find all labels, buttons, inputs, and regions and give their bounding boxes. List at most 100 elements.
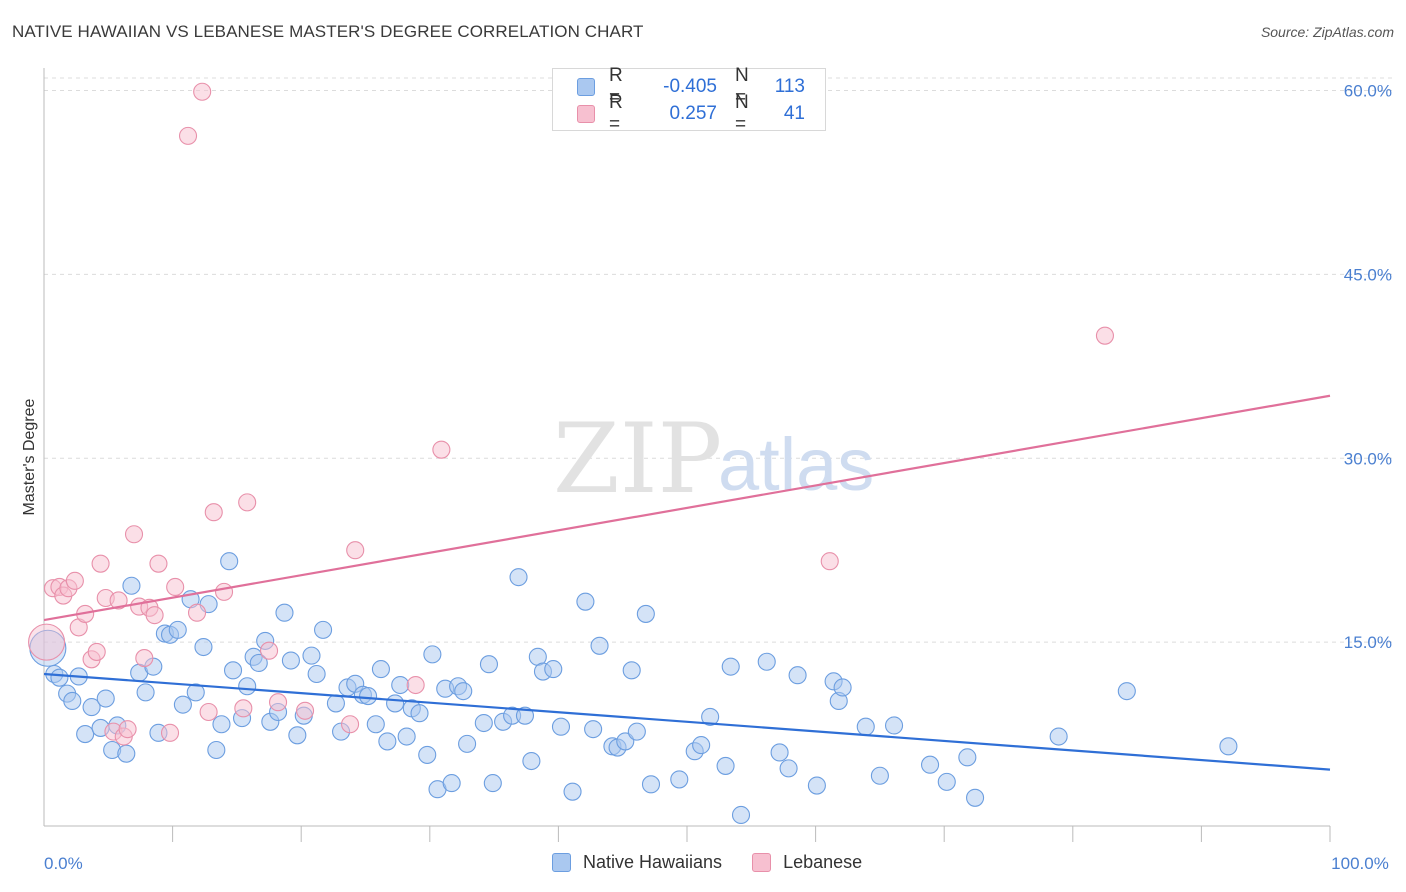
watermark-zip: ZIP bbox=[553, 403, 722, 515]
data-point bbox=[1095, 326, 1114, 345]
data-point bbox=[479, 655, 499, 674]
data-point bbox=[921, 755, 940, 774]
data-point bbox=[249, 653, 268, 673]
data-point bbox=[807, 776, 826, 795]
data-point bbox=[193, 82, 212, 101]
data-point bbox=[731, 805, 751, 825]
data-point bbox=[359, 687, 378, 706]
data-point bbox=[186, 683, 205, 702]
axes bbox=[43, 68, 1331, 842]
r-value: -0.405 bbox=[663, 76, 717, 97]
data-point bbox=[779, 759, 798, 778]
data-point bbox=[757, 652, 776, 671]
axis-ticks: 15.0% 30.0% 45.0% 60.0% 0.0% 100.0% bbox=[44, 82, 1392, 873]
data-point bbox=[616, 732, 635, 751]
data-point bbox=[91, 554, 110, 573]
data-point bbox=[551, 717, 571, 736]
data-point bbox=[136, 683, 155, 702]
n-value: 41 bbox=[783, 103, 805, 124]
data-point bbox=[442, 774, 461, 793]
data-point bbox=[563, 782, 582, 801]
data-point bbox=[788, 666, 807, 685]
legend-row-native-hawaiians: R = -0.405 N = 113 bbox=[577, 65, 805, 108]
y-axis-label: Master's Degree bbox=[21, 398, 38, 515]
data-point bbox=[166, 577, 185, 597]
data-point bbox=[135, 649, 154, 668]
data-point bbox=[641, 775, 661, 794]
data-point bbox=[458, 734, 477, 753]
data-point bbox=[118, 720, 137, 739]
data-point bbox=[966, 788, 985, 807]
r-label: R = bbox=[609, 65, 623, 108]
data-point bbox=[1219, 737, 1238, 756]
data-point bbox=[178, 126, 198, 145]
data-point bbox=[833, 678, 852, 697]
data-point bbox=[187, 603, 207, 622]
data-point bbox=[584, 720, 603, 739]
data-point bbox=[474, 713, 493, 733]
data-point bbox=[76, 725, 95, 744]
data-point bbox=[63, 691, 82, 711]
data-point bbox=[204, 503, 223, 522]
trend-line bbox=[43, 394, 1331, 622]
n-value: 113 bbox=[774, 76, 805, 97]
data-point bbox=[418, 745, 437, 764]
data-point bbox=[391, 675, 410, 695]
data-point bbox=[576, 592, 595, 611]
data-point bbox=[117, 744, 136, 763]
data-point bbox=[149, 554, 168, 573]
series-legend: Native Hawaiians Lebanese bbox=[552, 852, 892, 873]
data-point bbox=[1117, 682, 1136, 701]
watermark-atlas: atlas bbox=[718, 423, 874, 506]
x-tick-label: 0.0% bbox=[44, 854, 83, 873]
data-point bbox=[96, 689, 115, 708]
data-point bbox=[627, 722, 646, 741]
watermark: ZIP atlas bbox=[553, 403, 874, 515]
data-point bbox=[958, 748, 977, 767]
data-point bbox=[207, 740, 226, 760]
data-point bbox=[214, 582, 234, 601]
trend-lines bbox=[43, 394, 1331, 771]
data-point bbox=[636, 604, 655, 623]
series-native-hawaiians bbox=[29, 552, 1238, 825]
data-point bbox=[701, 707, 720, 726]
legend-item-lebanese: Lebanese bbox=[752, 852, 862, 873]
series-lebanese bbox=[28, 82, 1114, 746]
data-point bbox=[820, 552, 839, 571]
data-point bbox=[770, 743, 789, 762]
data-point bbox=[288, 726, 307, 745]
data-point bbox=[314, 620, 333, 639]
data-point bbox=[410, 704, 429, 723]
data-point bbox=[544, 660, 563, 679]
x-tick-label: 100.0% bbox=[1331, 854, 1389, 873]
data-point bbox=[1049, 727, 1068, 746]
data-point bbox=[87, 642, 106, 661]
data-point bbox=[296, 701, 315, 720]
data-point bbox=[670, 770, 689, 789]
data-point bbox=[378, 732, 397, 751]
y-tick-label: 45.0% bbox=[1344, 265, 1392, 284]
data-point bbox=[884, 716, 904, 735]
data-point bbox=[238, 493, 257, 512]
data-point bbox=[371, 660, 390, 679]
legend-swatch-blue bbox=[577, 78, 595, 96]
data-point bbox=[341, 715, 360, 734]
data-point bbox=[122, 576, 141, 595]
stats-legend: R = -0.405 N = 113 R = 0.257 N = 41 bbox=[552, 65, 826, 135]
data-point bbox=[220, 552, 239, 571]
legend-swatch-blue bbox=[552, 853, 571, 872]
legend-item-native-hawaiians: Native Hawaiians bbox=[552, 852, 722, 873]
data-point bbox=[406, 675, 425, 695]
legend-swatch-pink bbox=[577, 105, 595, 123]
data-point bbox=[622, 661, 641, 680]
data-point bbox=[302, 646, 321, 665]
data-point bbox=[109, 591, 128, 610]
data-point bbox=[716, 756, 735, 775]
data-point bbox=[937, 772, 956, 791]
source-label: Source: ZipAtlas.com bbox=[1260, 24, 1394, 40]
data-point bbox=[50, 668, 69, 687]
data-point bbox=[199, 702, 218, 722]
data-point bbox=[522, 751, 541, 771]
n-label: N = bbox=[735, 65, 749, 108]
